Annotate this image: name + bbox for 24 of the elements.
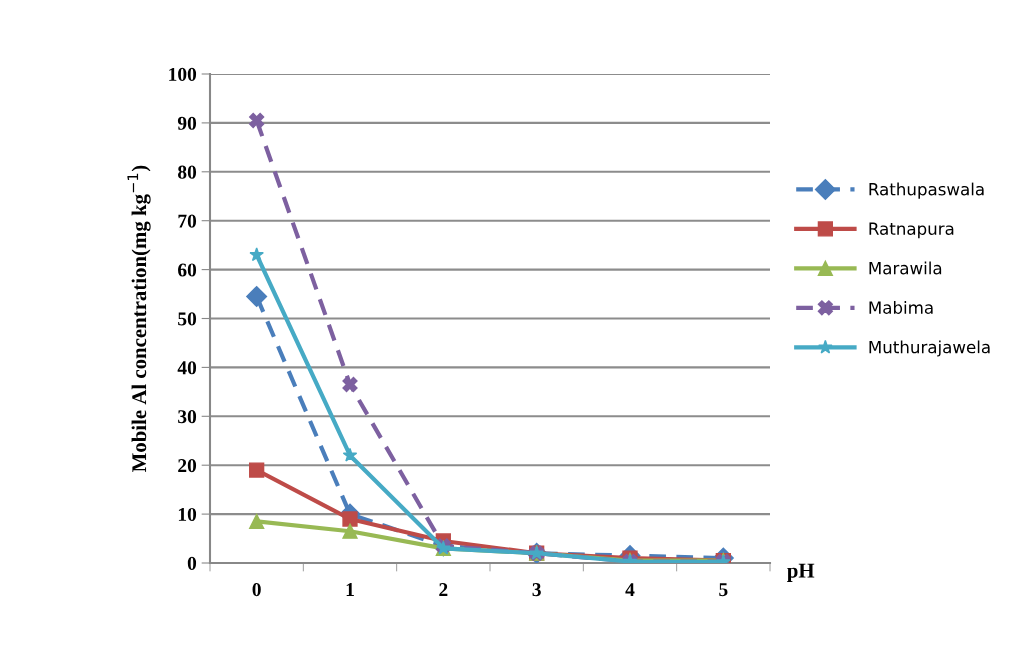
x-tick-label: 1 (346, 583, 354, 596)
legend-label: Muthurajawela (869, 340, 990, 357)
y-tick-label: 60 (178, 263, 197, 277)
x-tick-label: 0 (252, 583, 261, 597)
y-tick-label: 0 (187, 556, 197, 570)
legend-label: Marawila (869, 261, 942, 275)
x-axis-title: pH (787, 563, 815, 582)
legend-label: Ratnapura (869, 222, 954, 239)
legend-label: Rathupaswala (869, 182, 984, 199)
y-tick-label: 30 (178, 410, 197, 424)
y-tick-label: 90 (177, 116, 197, 130)
x-tick-label: 4 (625, 583, 635, 596)
x-tick-label: 2 (439, 583, 448, 596)
y-tick-label: 70 (178, 214, 197, 228)
y-tick-label: 80 (178, 165, 197, 179)
y-tick-label: 50 (178, 312, 197, 326)
y-axis-title: Mobile Al concentration(mg kg$^{−1}$) (127, 165, 151, 472)
y-tick-label: 10 (178, 507, 197, 522)
x-tick-label: 3 (532, 583, 541, 597)
y-tick-label: 20 (178, 459, 197, 473)
legend-label: Mabima (869, 301, 933, 314)
y-tick-label: 100 (169, 67, 197, 81)
y-tick-label: 40 (177, 361, 197, 375)
x-tick-label: 5 (719, 583, 728, 597)
